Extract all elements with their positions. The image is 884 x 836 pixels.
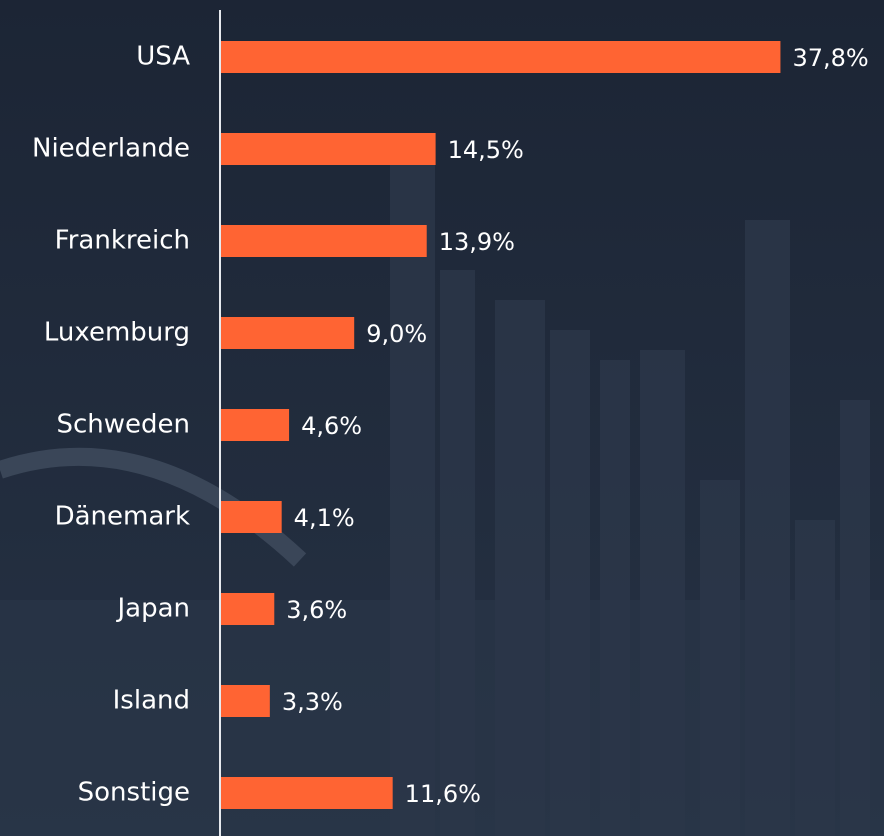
bar [221, 685, 270, 717]
bar [221, 41, 781, 73]
value-label: 4,1% [294, 504, 355, 532]
bar [221, 225, 427, 257]
category-label: Dänemark [55, 502, 190, 532]
value-label: 13,9% [439, 228, 515, 256]
category-label: Niederlande [32, 134, 190, 164]
bar [221, 501, 282, 533]
category-label: Island [113, 686, 190, 716]
category-label: Schweden [56, 410, 190, 440]
category-label: Sonstige [78, 778, 190, 808]
category-label: Luxemburg [44, 318, 190, 348]
value-label: 3,6% [286, 596, 347, 624]
bar [221, 317, 355, 349]
value-label: 11,6% [405, 780, 481, 808]
category-label: USA [136, 42, 190, 72]
skyline [0, 160, 884, 836]
bar [221, 409, 290, 441]
value-label: 37,8% [792, 44, 868, 72]
category-label: Frankreich [55, 226, 190, 256]
value-label: 14,5% [448, 136, 524, 164]
value-label: 3,3% [282, 688, 343, 716]
bar [221, 593, 275, 625]
value-label: 9,0% [366, 320, 427, 348]
bar [221, 133, 436, 165]
category-label: Japan [115, 594, 190, 624]
value-label: 4,6% [301, 412, 362, 440]
bar [221, 777, 393, 809]
